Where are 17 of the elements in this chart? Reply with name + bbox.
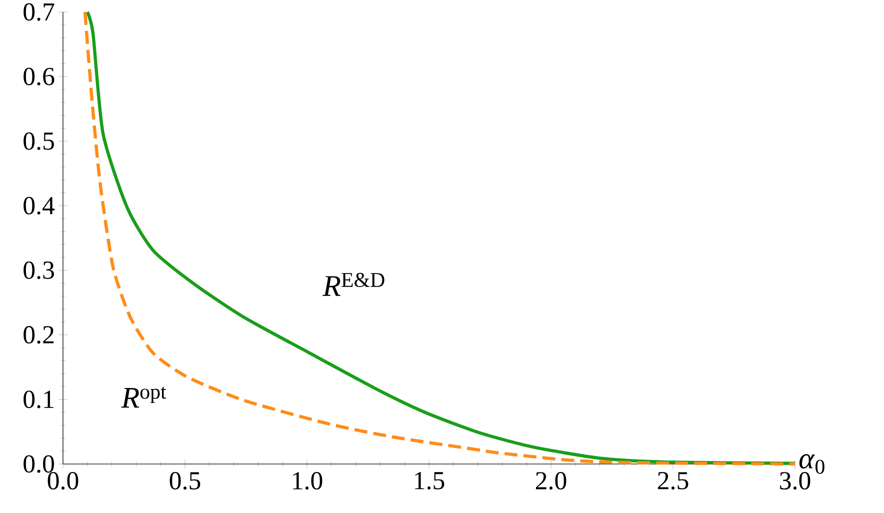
x-tick-label: 0.0 — [48, 472, 78, 490]
series-label: R$^{opt}$ — [121, 386, 166, 408]
x-tick-label: 2.5 — [658, 472, 688, 490]
x-tick-label: 0.5 — [170, 472, 200, 490]
y-tick-label: 0.1 — [24, 390, 54, 408]
series-label: R$^{E&D}$ — [322, 272, 384, 296]
x-tick-label: 3.0 — [780, 472, 810, 490]
y-tick-label: 0.7 — [24, 3, 54, 21]
y-tick-label: 0.6 — [24, 68, 54, 86]
x-tick-label: 1.5 — [415, 472, 444, 490]
x-tick-label: 1.0 — [293, 472, 322, 490]
y-tick-label: 0.0 — [24, 455, 54, 473]
y-tick-label: 0.5 — [24, 132, 54, 150]
y-tick-label: 0.3 — [24, 261, 54, 280]
y-tick-label: 0.2 — [24, 326, 54, 344]
y-tick-label: 0.4 — [24, 196, 55, 214]
x-tick-label: 2.0 — [536, 472, 566, 490]
